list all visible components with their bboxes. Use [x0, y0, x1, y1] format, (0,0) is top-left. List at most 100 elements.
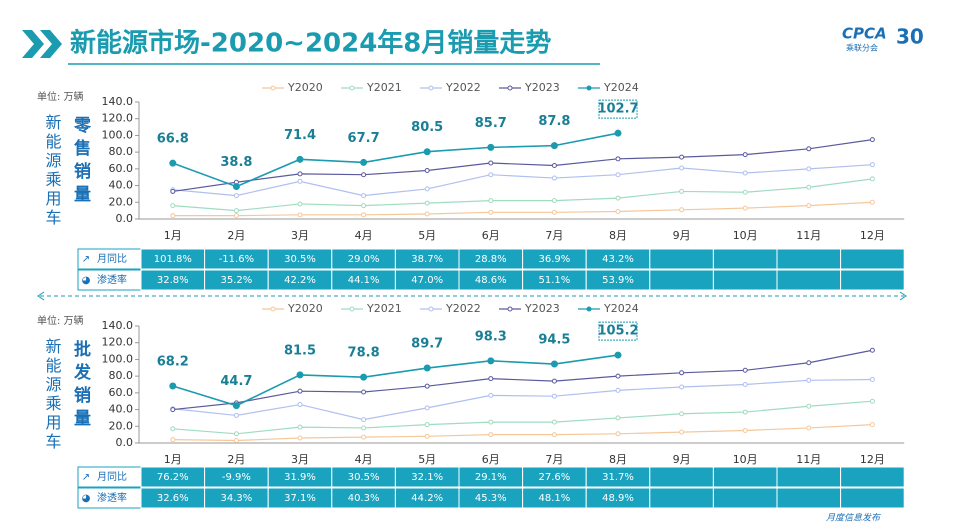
- legend-label: Y2021: [366, 302, 402, 315]
- table-value: -11.6%: [219, 254, 254, 265]
- table-cell: [649, 487, 714, 509]
- x-tick-label: 4月: [355, 453, 373, 466]
- point: [361, 212, 367, 218]
- point: [869, 347, 875, 353]
- row-label: 月同比: [97, 253, 127, 265]
- side-label: 新能源乘用车: [43, 338, 62, 452]
- point: [615, 172, 621, 178]
- point: [297, 435, 303, 441]
- point: [488, 376, 494, 382]
- point: [614, 129, 622, 137]
- point: [488, 419, 494, 425]
- x-tick-label: 8月: [609, 453, 627, 466]
- point: [424, 186, 430, 192]
- value-label: 89.7: [411, 337, 443, 352]
- table-value: 34.3%: [221, 493, 253, 504]
- y-tick-label: 20.0: [109, 195, 134, 208]
- point: [488, 160, 494, 166]
- table-value: -9.9%: [222, 472, 251, 483]
- table-value: 32.6%: [157, 493, 189, 504]
- point: [551, 378, 557, 384]
- point: [296, 155, 304, 163]
- table-cell: [776, 269, 842, 291]
- point: [869, 376, 875, 382]
- point: [806, 360, 812, 366]
- point: [869, 422, 875, 428]
- point: [424, 168, 430, 174]
- point: [424, 211, 430, 217]
- row-icon: ◕: [82, 493, 91, 504]
- y-tick-label: 40.0: [109, 179, 134, 192]
- table-value: 101.8%: [154, 254, 192, 265]
- point: [806, 146, 812, 152]
- legend-marker: [349, 306, 355, 312]
- table-value: 48.6%: [475, 275, 507, 286]
- point: [806, 166, 812, 172]
- value-label: 67.7: [348, 131, 380, 146]
- x-tick-label: 6月: [482, 229, 500, 242]
- y-tick-label: 60.0: [109, 162, 134, 175]
- value-label: 98.3: [475, 329, 507, 344]
- legend-marker: [586, 306, 592, 312]
- point: [233, 193, 239, 199]
- legend-label: Y2024: [603, 81, 639, 94]
- x-tick-label: 11月: [796, 453, 821, 466]
- series-line: [172, 132, 619, 188]
- point: [170, 437, 176, 443]
- y-tick-label: 0.0: [116, 212, 134, 225]
- series-line: [172, 400, 873, 435]
- point: [679, 411, 685, 417]
- point: [615, 373, 621, 379]
- point: [742, 152, 748, 158]
- unit-label: 单位: 万辆: [37, 90, 84, 103]
- point: [488, 172, 494, 178]
- series-line: [172, 349, 873, 411]
- table-value: 30.5%: [348, 472, 380, 483]
- value-label: 85.7: [475, 116, 507, 131]
- x-tick-label: 3月: [291, 453, 309, 466]
- table-value: 31.7%: [602, 472, 634, 483]
- x-tick-label: 5月: [418, 453, 436, 466]
- table-value: 29.0%: [348, 254, 380, 265]
- point: [488, 198, 494, 204]
- legend-label: Y2020: [287, 302, 323, 315]
- table-cell: [776, 487, 842, 509]
- value-label: 87.8: [538, 114, 570, 129]
- row-label: 月同比: [97, 471, 127, 483]
- logo-sub: 乘联分会: [846, 43, 878, 53]
- legend-marker: [349, 85, 355, 91]
- x-tick-label: 7月: [545, 453, 563, 466]
- legend-marker: [428, 306, 434, 312]
- point: [806, 203, 812, 209]
- table-value: 42.2%: [284, 275, 316, 286]
- point: [488, 392, 494, 398]
- point: [551, 209, 557, 215]
- table-value: 38.7%: [411, 254, 443, 265]
- point: [679, 370, 685, 376]
- legend-label: Y2023: [524, 302, 560, 315]
- table-cell: [649, 466, 714, 488]
- legend-marker: [507, 306, 513, 312]
- point: [550, 142, 558, 150]
- row-icon: ◕: [82, 275, 91, 286]
- y-tick-label: 20.0: [109, 419, 134, 432]
- series-line: [172, 424, 873, 442]
- point: [679, 154, 685, 160]
- series-line: [172, 354, 619, 407]
- legend-marker: [270, 85, 276, 91]
- point: [551, 175, 557, 181]
- point: [297, 212, 303, 218]
- value-label: 102.7: [597, 102, 638, 117]
- series-line: [172, 201, 873, 217]
- table-value: 44.1%: [348, 275, 380, 286]
- chevrons: [22, 30, 62, 58]
- point: [232, 183, 240, 191]
- legend-marker: [270, 306, 276, 312]
- x-tick-label: 1月: [164, 453, 182, 466]
- point: [869, 162, 875, 168]
- table-value: 35.2%: [221, 275, 253, 286]
- point: [169, 159, 177, 167]
- value-label: 38.8: [220, 155, 252, 170]
- x-tick-label: 3月: [291, 229, 309, 242]
